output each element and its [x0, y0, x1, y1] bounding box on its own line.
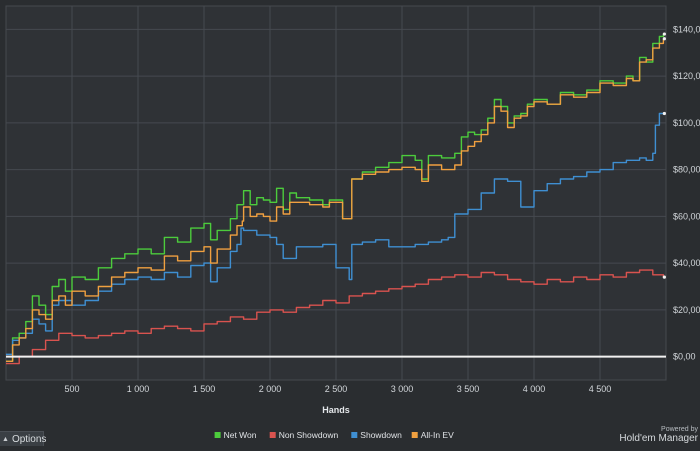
legend-item[interactable]: Net Won	[214, 430, 257, 440]
series-line-all-in-ev	[6, 38, 665, 362]
legend-swatch	[351, 432, 358, 438]
legend-label: Showdown	[360, 430, 402, 440]
y-tick-label: $100,00	[673, 118, 700, 128]
x-tick-label: 1 000	[127, 384, 150, 394]
series-line-showdown	[6, 112, 664, 355]
legend-swatch	[269, 432, 276, 438]
y-tick-label: $20,00	[673, 305, 700, 315]
series-end-point	[662, 32, 666, 36]
x-tick-label: 2 000	[259, 384, 282, 394]
x-tick-label: 4 500	[589, 384, 612, 394]
powered-by-branding: Powered by Hold'em Manager	[619, 426, 698, 444]
y-tick-label: $0,00	[673, 352, 696, 362]
options-button[interactable]: ▲ Options	[0, 431, 47, 446]
series-line-non-showdown	[6, 269, 665, 365]
legend-item[interactable]: Non Showdown	[269, 430, 339, 440]
legend-label: Non Showdown	[279, 430, 339, 440]
x-tick-label: 3 000	[391, 384, 414, 394]
x-tick-label: 500	[64, 384, 79, 394]
y-tick-label: $120,00	[673, 71, 700, 81]
x-tick-label: 3 500	[457, 384, 480, 394]
legend-label: All-In EV	[421, 430, 454, 440]
series-end-point	[662, 275, 666, 279]
powered-by-text: Powered by	[661, 426, 698, 433]
x-tick-label: 1 500	[193, 384, 216, 394]
legend-swatch	[214, 432, 221, 438]
y-tick-label: $60,00	[673, 211, 700, 221]
series-end-point	[662, 37, 666, 41]
y-tick-label: $40,00	[673, 258, 700, 268]
legend-item[interactable]: All-In EV	[411, 430, 454, 440]
legend-item[interactable]: Showdown	[351, 430, 402, 440]
legend-swatch	[411, 432, 418, 438]
x-tick-label: 4 000	[523, 384, 546, 394]
y-tick-label: $80,00	[673, 165, 700, 175]
x-axis-title: Hands	[322, 405, 350, 415]
x-tick-label: 2 500	[325, 384, 348, 394]
chevron-up-icon: ▲	[2, 435, 9, 443]
series-end-point	[662, 111, 666, 116]
y-tick-label: $140,00	[673, 24, 700, 34]
legend-label: Net Won	[224, 430, 257, 440]
options-label: Options	[11, 433, 47, 445]
brand-logo-text: Hold'em Manager	[619, 433, 698, 444]
